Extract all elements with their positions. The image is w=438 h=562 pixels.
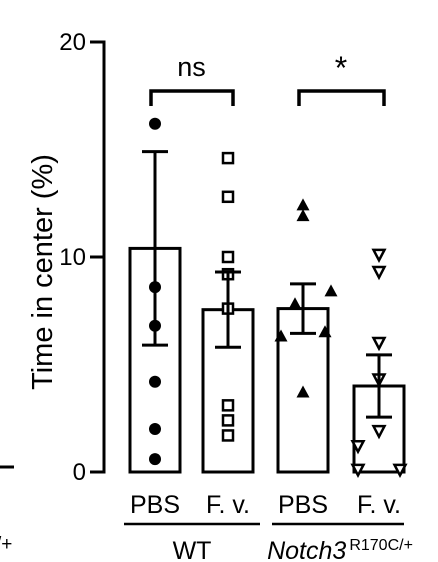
- category-label: PBS: [278, 491, 328, 519]
- data-point: [221, 414, 235, 427]
- data-point: [221, 399, 235, 412]
- data-point: [296, 198, 310, 211]
- data-point: [392, 463, 408, 479]
- left-edge-fragment-text: /+: [0, 534, 12, 555]
- data-point: [371, 265, 387, 281]
- category-label: PBS: [130, 491, 180, 519]
- category-label: F. v.: [357, 491, 401, 519]
- y-tick-label: 10: [59, 244, 86, 271]
- data-point: [221, 250, 235, 264]
- data-point: [296, 385, 310, 398]
- data-point: [350, 439, 366, 455]
- group-superscript: R170C/+: [349, 537, 413, 554]
- data-point: [221, 190, 235, 204]
- data-point: [371, 248, 387, 264]
- y-axis: 0 10 20: [59, 29, 106, 486]
- data-point: [274, 329, 288, 342]
- data-point: [149, 117, 161, 130]
- y-axis-label: Time in center (%): [27, 154, 59, 390]
- data-point: [149, 375, 161, 388]
- data-point: [221, 429, 235, 442]
- category-label: F. v.: [206, 491, 250, 519]
- group-name: Notch3: [267, 537, 346, 562]
- data-point: [149, 453, 161, 466]
- category-labels: PBS F. v. PBS F. v. WT Notch3 R170C/+: [124, 491, 413, 562]
- significance-bracket: [149, 89, 235, 106]
- data-point: [350, 463, 366, 479]
- significance-brackets: ns *: [149, 50, 386, 106]
- group-label: WT: [173, 537, 212, 562]
- group-name: WT: [173, 537, 212, 562]
- significance-label: *: [335, 50, 347, 86]
- data-point: [324, 284, 338, 297]
- bars: [128, 246, 406, 474]
- y-tick-label: 20: [59, 29, 86, 56]
- significance-label: ns: [177, 52, 206, 82]
- data-point: [221, 151, 235, 165]
- data-point: [371, 424, 387, 440]
- significance-bracket: [297, 89, 386, 106]
- data-point: [288, 297, 302, 310]
- data-point: [296, 209, 310, 222]
- data-point: [371, 336, 387, 352]
- data-point: [149, 423, 161, 435]
- y-tick-label: 0: [73, 459, 86, 486]
- error-bars: [142, 150, 392, 419]
- data-point: [318, 325, 332, 338]
- group-label: Notch3 R170C/+: [267, 537, 413, 562]
